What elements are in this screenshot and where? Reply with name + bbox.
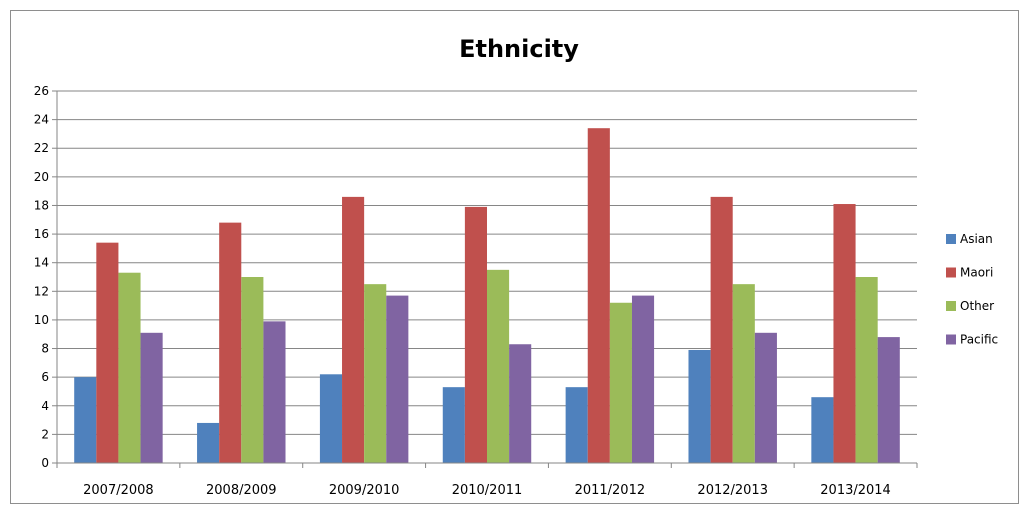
y-tick-label: 24 [34,113,49,127]
x-tick-label: 2013/2014 [820,483,891,498]
bar-other [118,272,141,463]
bar-other [732,284,755,463]
legend-label-other: Other [960,299,994,313]
bar-pacific [754,332,777,463]
bar-other [855,277,878,463]
chart-title: Ethnicity [459,35,579,63]
y-tick-label: 22 [34,141,49,155]
bar-asian [197,422,220,463]
bar-maori [96,242,119,463]
bar-asian [319,374,343,463]
bar-pacific [263,321,286,463]
y-tick-label: 2 [41,427,49,441]
x-tick-label: 2008/2009 [206,483,277,498]
bar-maori [219,222,242,463]
y-tick-label: 0 [41,456,49,470]
x-tick-label: 2010/2011 [452,483,523,498]
y-tick-label: 26 [34,84,49,98]
y-tick-label: 6 [41,370,49,384]
bar-other [609,302,632,463]
legend-swatch-asian [946,234,956,244]
bars [74,128,900,463]
legend: Asian Maori Other Pacific [946,232,998,347]
bar-other [364,284,387,463]
bar-maori [464,206,487,463]
bar-pacific [386,295,409,463]
y-tick-label: 14 [34,256,49,270]
y-tick-label: 8 [41,342,49,356]
bar-pacific [509,344,532,463]
y-tick-label: 16 [34,227,49,241]
bar-asian [688,349,711,463]
legend-label-maori: Maori [960,266,993,280]
legend-label-pacific: Pacific [960,333,998,347]
x-tick-label: 2009/2010 [329,483,400,498]
legend-label-asian: Asian [960,232,993,246]
bar-pacific [631,295,655,463]
bar-maori [710,196,733,463]
bar-maori [833,204,856,463]
chart-canvas: Ethnicity 024681012141618202224262007/20… [34,35,998,498]
y-tick-label: 10 [34,313,49,327]
x-tick-label: 2007/2008 [83,483,154,498]
chart-frame: Ethnicity 0 2 4 6 8 10 12 14 16 18 20 22 24 26 2007/20… [10,10,1019,504]
legend-swatch-pacific [946,334,956,345]
bar-asian [811,397,834,463]
bar-asian [74,377,97,463]
bar-other [241,277,264,463]
x-tick-label: 2012/2013 [697,483,768,498]
bar-asian [565,387,588,463]
legend-swatch-other [946,301,956,311]
bar-asian [442,387,465,463]
bar-pacific [877,337,900,463]
bar-pacific [140,332,163,463]
x-tick-label: 2011/2012 [575,483,646,498]
bar-maori [587,128,610,463]
y-tick-label: 18 [34,198,49,212]
bar-other [487,269,510,463]
y-tick-label: 20 [34,170,49,184]
legend-swatch-maori [946,267,956,278]
y-tick-label: 12 [34,284,49,298]
bar-maori [342,196,365,463]
y-tick-label: 4 [41,399,49,413]
